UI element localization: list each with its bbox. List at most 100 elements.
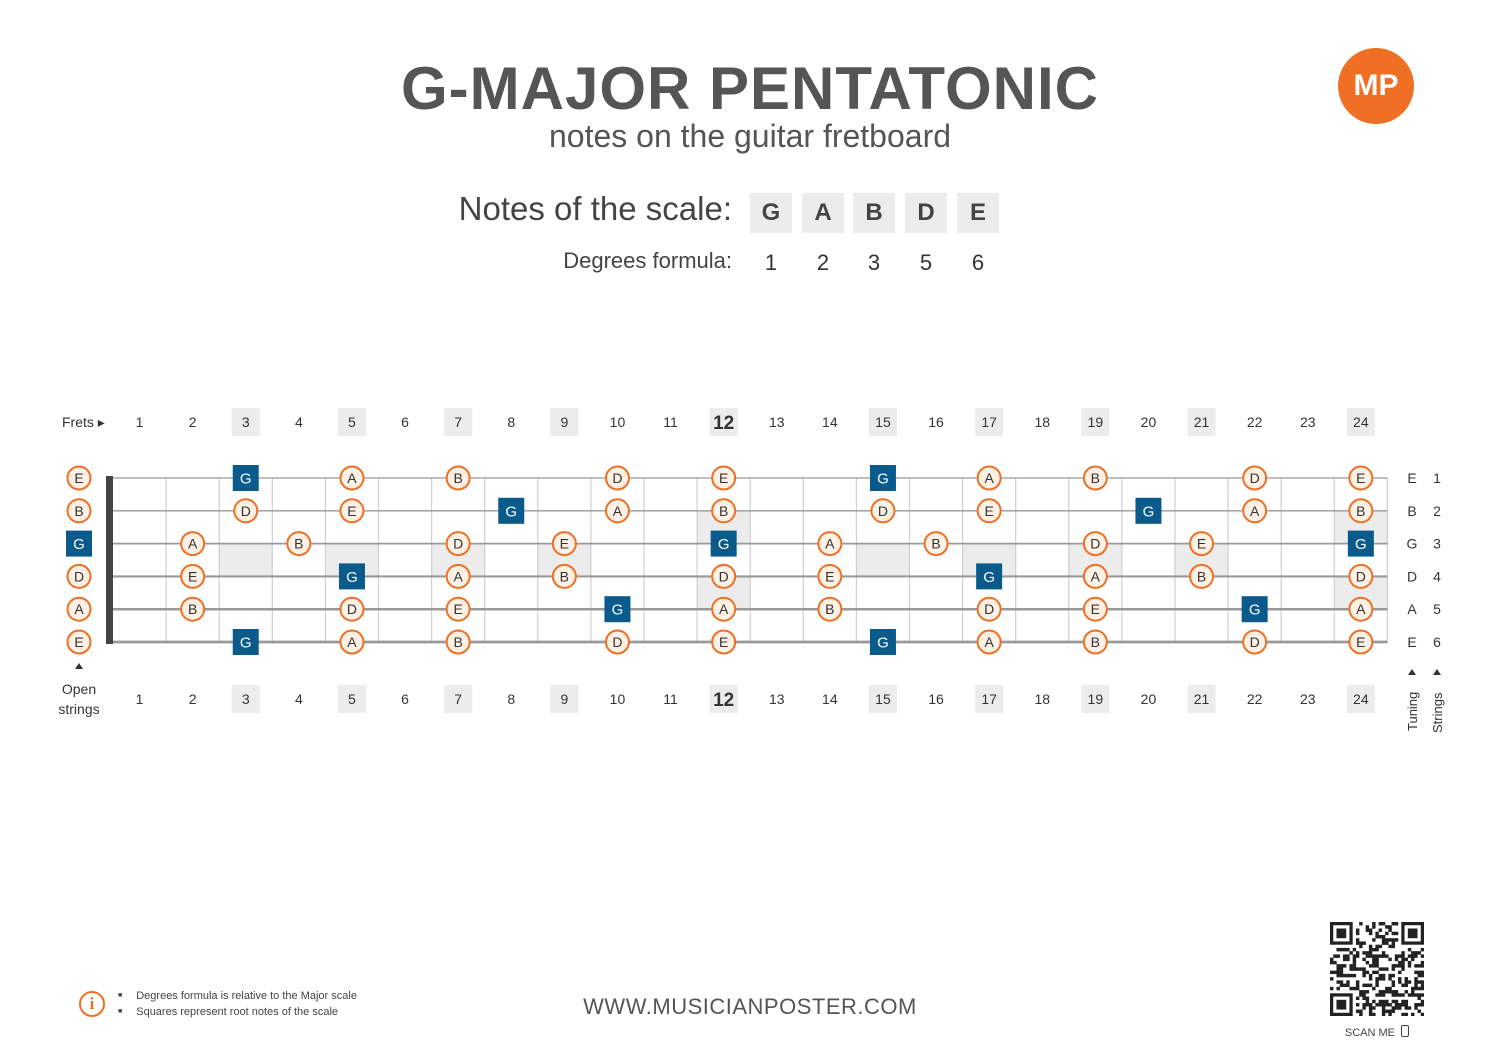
fret-number-highlight xyxy=(1187,685,1216,713)
fret-number: 5 xyxy=(348,414,356,430)
qr-module xyxy=(1401,954,1405,958)
qr-module xyxy=(1372,1012,1376,1016)
qr-module xyxy=(1391,983,1396,988)
note-marker xyxy=(604,629,630,655)
note-label: D xyxy=(612,470,622,486)
qr-module xyxy=(1342,957,1347,962)
fret-number: 23 xyxy=(1300,414,1316,430)
qr-module xyxy=(1417,993,1421,997)
qr-module xyxy=(1391,980,1396,984)
qr-module xyxy=(1349,951,1353,955)
degree-5: 5 xyxy=(919,250,933,275)
qr-module xyxy=(1381,990,1386,994)
note-label: B xyxy=(825,601,834,617)
qr-module xyxy=(1391,990,1396,994)
qr-module xyxy=(1368,973,1373,978)
qr-module xyxy=(1388,990,1392,994)
qr-module xyxy=(1417,986,1421,991)
note-marker xyxy=(339,629,365,655)
qr-module xyxy=(1333,960,1337,965)
qr-module xyxy=(1355,931,1360,936)
qr-module xyxy=(1407,993,1412,997)
note-marker xyxy=(604,465,630,491)
qr-module xyxy=(1381,951,1386,955)
note-label: B xyxy=(931,536,940,552)
note-marker xyxy=(66,596,92,622)
qr-module xyxy=(1398,993,1402,997)
note-marker xyxy=(66,563,92,589)
qr-module xyxy=(1398,1003,1402,1007)
qr-module xyxy=(1398,980,1402,984)
fret-number: 20 xyxy=(1141,414,1157,430)
qr-module xyxy=(1339,967,1344,971)
qr-module xyxy=(1378,993,1383,997)
qr-module xyxy=(1411,951,1415,955)
note-marker xyxy=(445,465,471,491)
qr-module xyxy=(1372,957,1376,962)
qr-module xyxy=(1368,951,1373,955)
qr-module xyxy=(1368,954,1373,958)
note-label: E xyxy=(453,601,462,617)
note-label: E xyxy=(719,470,728,486)
note-marker xyxy=(817,563,843,589)
fret-number: 13 xyxy=(769,691,785,707)
note-label: G xyxy=(1143,503,1155,520)
qr-module xyxy=(1372,954,1376,958)
tuning-note: G xyxy=(1407,536,1418,552)
qr-module xyxy=(1365,996,1370,1000)
qr-module xyxy=(1407,1006,1412,1010)
note-marker xyxy=(976,629,1002,655)
qr-module xyxy=(1336,970,1340,975)
phone-icon xyxy=(1401,1025,1410,1037)
qr-module xyxy=(1365,925,1370,929)
qr-module xyxy=(1414,977,1418,981)
qr-module xyxy=(1414,1006,1418,1010)
qr-code[interactable] xyxy=(1330,922,1424,1016)
qr-module xyxy=(1368,983,1373,988)
qr-module xyxy=(1368,964,1373,968)
qr-module xyxy=(1375,954,1379,958)
fret-number: 10 xyxy=(610,691,626,707)
qr-module xyxy=(1330,957,1334,962)
qr-module xyxy=(1417,964,1421,968)
website-link[interactable]: WWW.MUSICIANPOSTER.COM xyxy=(583,994,917,1019)
qr-module xyxy=(1420,947,1424,952)
note-label: B xyxy=(560,568,569,584)
note-marker xyxy=(711,596,737,622)
qr-module xyxy=(1394,954,1399,958)
qr-module xyxy=(1346,983,1350,988)
qr-module xyxy=(1336,954,1340,958)
qr-module xyxy=(1355,938,1360,942)
qr-module xyxy=(1420,986,1424,991)
fret-number: 6 xyxy=(401,414,409,430)
qr-module xyxy=(1381,1006,1386,1010)
qr-module xyxy=(1388,957,1392,962)
qr-module xyxy=(1352,957,1357,962)
note-marker xyxy=(180,596,206,622)
note-label: D xyxy=(347,601,357,617)
qr-module xyxy=(1365,1003,1370,1007)
qr-module xyxy=(1336,928,1347,939)
fret-number-highlight xyxy=(444,408,473,436)
qr-module xyxy=(1381,977,1386,981)
note-marker xyxy=(711,498,737,524)
string-number: 4 xyxy=(1433,568,1441,584)
qr-module xyxy=(1352,954,1357,958)
note-label: A xyxy=(188,536,198,552)
qr-module xyxy=(1391,931,1396,936)
qr-module xyxy=(1342,973,1347,978)
brand-logo[interactable]: MP xyxy=(1338,48,1414,124)
qr-module xyxy=(1420,980,1424,984)
qr-module xyxy=(1414,980,1418,984)
qr-module xyxy=(1368,944,1373,949)
inlay-marker xyxy=(856,543,910,577)
qr-module xyxy=(1420,970,1424,975)
qr-module xyxy=(1381,941,1386,945)
fret-number: 7 xyxy=(454,414,462,430)
qr-module xyxy=(1401,983,1405,988)
qr-module xyxy=(1417,996,1421,1000)
note-label: E xyxy=(825,568,834,584)
fret-number-highlight xyxy=(975,408,1004,436)
qr-module xyxy=(1411,993,1415,997)
note-marker xyxy=(1348,563,1374,589)
